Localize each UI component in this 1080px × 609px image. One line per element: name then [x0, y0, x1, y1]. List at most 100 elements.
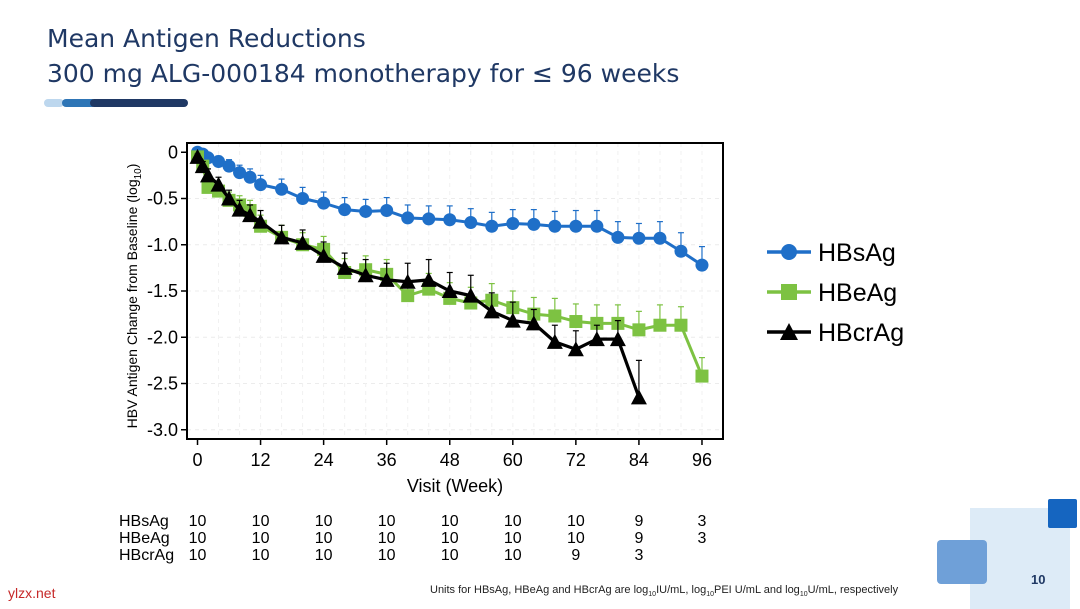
hbcrag-point — [504, 312, 521, 328]
x-tick-label: 96 — [692, 450, 712, 470]
hbcrag-point — [189, 148, 206, 164]
hbsag-point — [254, 178, 268, 192]
n-table-row-label: HBcrAg — [119, 547, 175, 564]
x-tick-label: 84 — [629, 450, 649, 470]
hbsag-point — [485, 219, 499, 233]
hbeag-point — [674, 318, 688, 332]
hbsag-point — [243, 170, 257, 184]
n-table-row-label: HBsAg — [119, 513, 169, 530]
deco-square-blue — [937, 540, 987, 584]
hbsag-point — [359, 204, 373, 218]
n-table-cell: 10 — [566, 530, 585, 547]
hbsag-point — [275, 182, 289, 196]
hbcrag-point — [399, 273, 416, 289]
hbeag-point — [653, 318, 667, 332]
n-table-cell: 10 — [377, 547, 396, 564]
hbcrag-point — [609, 331, 626, 347]
hbcrag-point — [231, 201, 248, 217]
hbsag-point — [296, 192, 310, 205]
hbcrag-point — [194, 158, 211, 174]
accent-bar-dark — [90, 99, 188, 107]
y-axis-label: HBV Antigen Change from Baseline (log10) — [124, 164, 144, 429]
hbsag-point — [212, 155, 226, 168]
hbeag-point — [401, 289, 415, 303]
legend-label-hbcrag: HBcrAg — [818, 319, 904, 347]
slide-title: Mean Antigen Reductions — [47, 24, 366, 53]
hbsag-point — [695, 258, 709, 272]
hbcrag-point — [336, 259, 353, 275]
n-table-cell: 10 — [503, 513, 522, 530]
y-tick-label: -2.0 — [147, 327, 178, 347]
watermark: ylzx.net — [8, 585, 56, 601]
hbcrag-point — [630, 389, 647, 405]
hbcrag-point — [221, 190, 238, 206]
units-footnote: Units for HBsAg, HBeAg and HBcrAg are lo… — [430, 584, 899, 599]
x-tick-label: 24 — [314, 450, 334, 470]
hbeag-point — [590, 316, 604, 330]
n-table-cell: 9 — [634, 513, 644, 530]
accent-bar-mid — [62, 99, 96, 107]
hbsag-point — [674, 244, 688, 258]
hbcrag-point — [242, 207, 259, 223]
n-table-cell: 10 — [251, 513, 270, 530]
hbsag-point — [380, 204, 394, 218]
hbsag-point — [611, 230, 625, 244]
x-tick-label: 60 — [503, 450, 523, 470]
page-number: 10 — [1031, 572, 1046, 587]
x-tick-label: 36 — [377, 450, 397, 470]
hbsag-point — [338, 203, 352, 217]
slide-subtitle: 300 mg ALG-000184 monotherapy for ≤ 96 w… — [47, 59, 680, 88]
n-table-cell: 10 — [440, 513, 459, 530]
n-table-cell: 10 — [503, 547, 522, 564]
n-table-cell: 10 — [440, 530, 459, 547]
y-tick-label: -3.0 — [147, 420, 178, 440]
x-tick-label: 48 — [440, 450, 460, 470]
hbsag-point — [222, 159, 236, 173]
hbsag-point — [590, 219, 604, 233]
hbsag-point — [569, 219, 583, 233]
legend-marker-hbsag — [781, 244, 797, 260]
hbcrag-point — [315, 247, 332, 263]
n-table-cell: 10 — [377, 530, 396, 547]
n-table-cell: 3 — [634, 547, 644, 564]
hbsag-point — [506, 216, 520, 230]
hbsag-point — [443, 213, 457, 227]
hbsag-point — [233, 166, 247, 180]
n-table-cell: 10 — [188, 513, 207, 530]
x-tick-label: 12 — [251, 450, 271, 470]
n-table-cell: 10 — [251, 547, 270, 564]
hbcrag-point — [525, 315, 542, 331]
hbcrag-point — [200, 167, 217, 183]
n-table-cell: 10 — [251, 530, 270, 547]
hbcrag-point — [420, 271, 437, 287]
y-tick-label: -1.5 — [147, 281, 178, 301]
n-table-cell: 10 — [188, 547, 207, 564]
n-table-cell: 3 — [697, 513, 707, 530]
x-axis-label: Visit (Week) — [407, 476, 503, 496]
accent-bar-light — [44, 99, 64, 107]
hbsag-point — [401, 211, 415, 225]
n-table-cell: 10 — [314, 530, 333, 547]
n-table-cell: 9 — [571, 547, 581, 564]
hbeag-point — [632, 323, 646, 337]
y-tick-label: -0.5 — [147, 189, 178, 209]
hbcrag-point — [567, 341, 584, 357]
legend-marker-hbcrag — [780, 323, 798, 340]
hbcrag-point — [273, 229, 290, 245]
hbcrag-point — [546, 333, 563, 349]
y-tick-label: -2.5 — [147, 374, 178, 394]
y-tick-label: -1.0 — [147, 235, 178, 255]
legend-label-hbsag: HBsAg — [818, 239, 896, 267]
hbsag-point — [317, 196, 331, 210]
n-table-cell: 10 — [566, 513, 585, 530]
x-tick-label: 72 — [566, 450, 586, 470]
hbeag-point — [548, 309, 562, 323]
n-table-cell: 9 — [634, 530, 644, 547]
hbcrag-line — [196, 156, 641, 398]
hbeag-point — [695, 369, 709, 383]
hbsag-point — [527, 217, 541, 231]
x-tick-label: 0 — [193, 450, 203, 470]
hbcrag-point — [294, 234, 311, 250]
n-table-cell: 10 — [314, 547, 333, 564]
